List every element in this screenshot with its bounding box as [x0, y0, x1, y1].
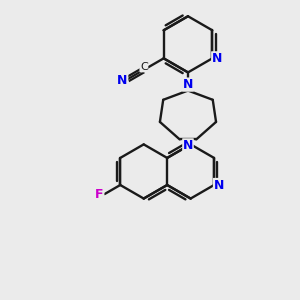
Text: N: N [212, 52, 222, 65]
Text: N: N [117, 74, 128, 87]
Text: F: F [95, 188, 104, 201]
Text: N: N [183, 78, 193, 91]
Text: N: N [214, 178, 224, 191]
Text: C: C [140, 62, 148, 72]
Text: N: N [183, 139, 193, 152]
